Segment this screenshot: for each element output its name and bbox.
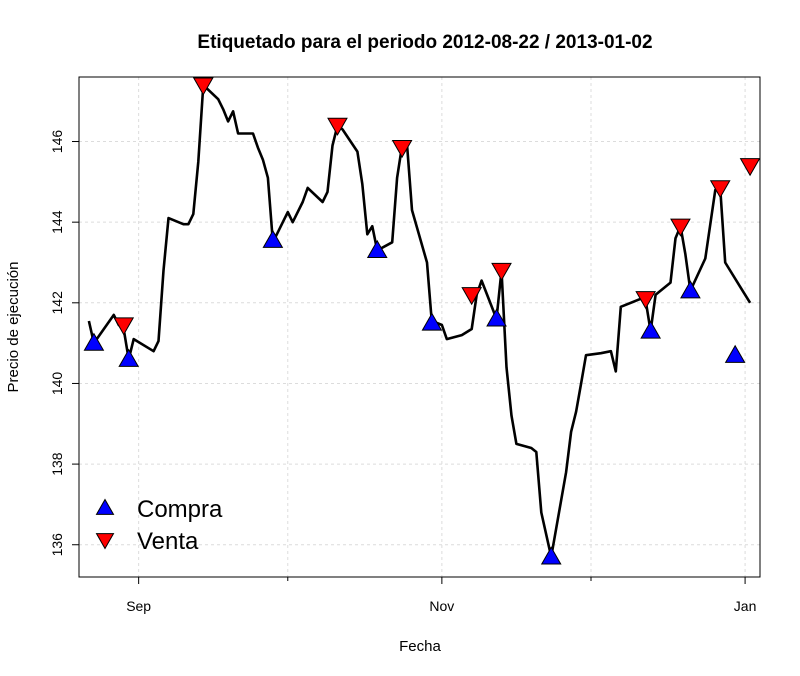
sell-marker-5 xyxy=(491,262,512,282)
legend-marker-1 xyxy=(95,533,115,550)
buy-marker-9 xyxy=(724,344,746,363)
buy-marker-1 xyxy=(118,348,140,367)
y-tick-label-142: 142 xyxy=(49,291,65,315)
sell-marker-6 xyxy=(635,291,657,310)
legend-label-0: Compra xyxy=(137,496,223,523)
signal-markers xyxy=(83,77,761,565)
sell-marker-3 xyxy=(391,139,413,159)
chart-title: Etiquetado para el periodo 2012-08-22 / … xyxy=(197,32,652,53)
x-tick-label-nov: Nov xyxy=(429,598,454,614)
sell-marker-8 xyxy=(709,180,731,199)
price-line xyxy=(87,83,752,559)
grid xyxy=(79,77,760,577)
plot-area-frame xyxy=(78,76,761,578)
sell-marker-0 xyxy=(113,317,135,336)
buy-marker-3 xyxy=(366,239,388,259)
sell-marker-9 xyxy=(739,158,761,177)
x-tick-label-sep: Sep xyxy=(126,598,151,614)
y-axis: 136 138 140 142 144 146 xyxy=(49,130,79,557)
sell-marker-7 xyxy=(670,218,691,237)
buy-marker-0 xyxy=(83,332,105,351)
buy-marker-6 xyxy=(540,546,562,565)
y-tick-label-136: 136 xyxy=(49,533,65,557)
buy-marker-5 xyxy=(486,308,507,327)
x-tick-label-jan: Jan xyxy=(734,598,757,614)
y-tick-label-140: 140 xyxy=(49,372,65,396)
buy-marker-7 xyxy=(640,320,662,339)
buy-marker-8 xyxy=(680,280,701,299)
x-axis: Sep Nov Jan xyxy=(126,577,756,614)
sell-marker-4 xyxy=(461,287,483,306)
legend-marker-0 xyxy=(95,498,115,515)
y-tick-label-138: 138 xyxy=(49,452,65,476)
legend: Compra Venta xyxy=(95,496,223,555)
y-axis-label: Precio de ejecución xyxy=(5,262,22,393)
y-tick-label-144: 144 xyxy=(49,210,65,234)
sell-marker-1 xyxy=(192,77,214,96)
x-axis-label: Fecha xyxy=(399,638,441,655)
price-series xyxy=(87,83,752,559)
legend-label-1: Venta xyxy=(137,528,199,555)
sell-marker-2 xyxy=(327,117,348,136)
buy-marker-4 xyxy=(421,312,443,331)
buy-marker-2 xyxy=(262,229,284,248)
y-tick-label-146: 146 xyxy=(49,130,65,154)
